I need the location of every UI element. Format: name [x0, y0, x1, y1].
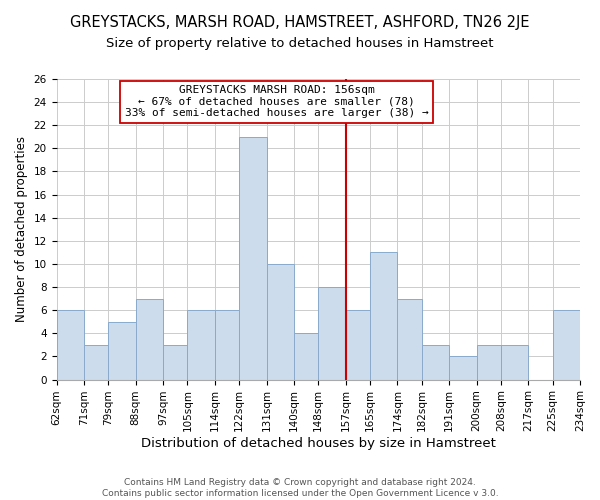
- Bar: [239, 137, 266, 380]
- X-axis label: Distribution of detached houses by size in Hamstreet: Distribution of detached houses by size …: [141, 437, 496, 450]
- Bar: [215, 310, 239, 380]
- Bar: [187, 310, 215, 380]
- Bar: [501, 345, 528, 380]
- Bar: [108, 322, 136, 380]
- Bar: [84, 345, 108, 380]
- Bar: [346, 310, 370, 380]
- Bar: [56, 310, 84, 380]
- Bar: [318, 287, 346, 380]
- Bar: [553, 310, 580, 380]
- Bar: [397, 298, 422, 380]
- Y-axis label: Number of detached properties: Number of detached properties: [15, 136, 28, 322]
- Text: Contains HM Land Registry data © Crown copyright and database right 2024.
Contai: Contains HM Land Registry data © Crown c…: [101, 478, 499, 498]
- Text: GREYSTACKS, MARSH ROAD, HAMSTREET, ASHFORD, TN26 2JE: GREYSTACKS, MARSH ROAD, HAMSTREET, ASHFO…: [70, 15, 530, 30]
- Bar: [266, 264, 294, 380]
- Bar: [163, 345, 187, 380]
- Bar: [294, 334, 318, 380]
- Bar: [136, 298, 163, 380]
- Bar: [422, 345, 449, 380]
- Text: GREYSTACKS MARSH ROAD: 156sqm
← 67% of detached houses are smaller (78)
33% of s: GREYSTACKS MARSH ROAD: 156sqm ← 67% of d…: [125, 85, 428, 118]
- Text: Size of property relative to detached houses in Hamstreet: Size of property relative to detached ho…: [106, 38, 494, 51]
- Bar: [476, 345, 501, 380]
- Bar: [449, 356, 476, 380]
- Bar: [370, 252, 397, 380]
